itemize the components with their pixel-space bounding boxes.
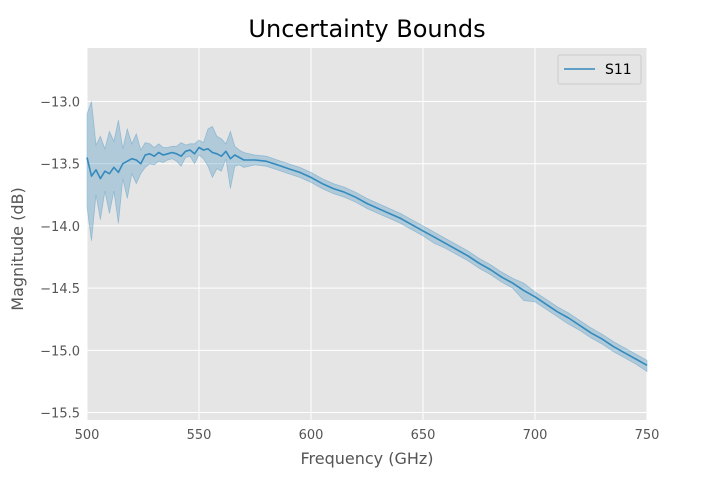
- y-axis-ticks: −13.0 −13.5 −14.0 −14.5 −15.0 −15.5: [40, 95, 80, 421]
- y-axis-label: Magnitude (dB): [8, 187, 27, 310]
- x-tick-label: 500: [75, 428, 100, 443]
- x-tick-label: 550: [187, 428, 212, 443]
- y-tick-label: −14.5: [40, 282, 80, 297]
- x-axis-ticks: 500 550 600 650 700 750: [75, 428, 660, 443]
- x-axis-label: Frequency (GHz): [300, 449, 433, 468]
- x-tick-label: 750: [635, 428, 660, 443]
- uncertainty-band: [86, 101, 648, 373]
- y-tick-label: −13.5: [40, 158, 80, 173]
- legend: S11: [557, 54, 642, 85]
- x-tick-label: 600: [299, 428, 324, 443]
- plot-area: [87, 48, 647, 420]
- legend-entry-s11: S11: [605, 62, 632, 78]
- x-tick-label: 650: [411, 428, 436, 443]
- legend-box: [557, 54, 642, 85]
- x-tick-label: 700: [523, 428, 548, 443]
- chart-title: Uncertainty Bounds: [248, 15, 485, 43]
- s11-series-line: [86, 146, 648, 366]
- y-tick-label: −13.0: [40, 95, 80, 110]
- y-tick-label: −14.0: [40, 220, 80, 235]
- grid: [86, 48, 648, 420]
- y-tick-label: −15.5: [40, 407, 80, 422]
- y-tick-label: −15.0: [40, 344, 80, 359]
